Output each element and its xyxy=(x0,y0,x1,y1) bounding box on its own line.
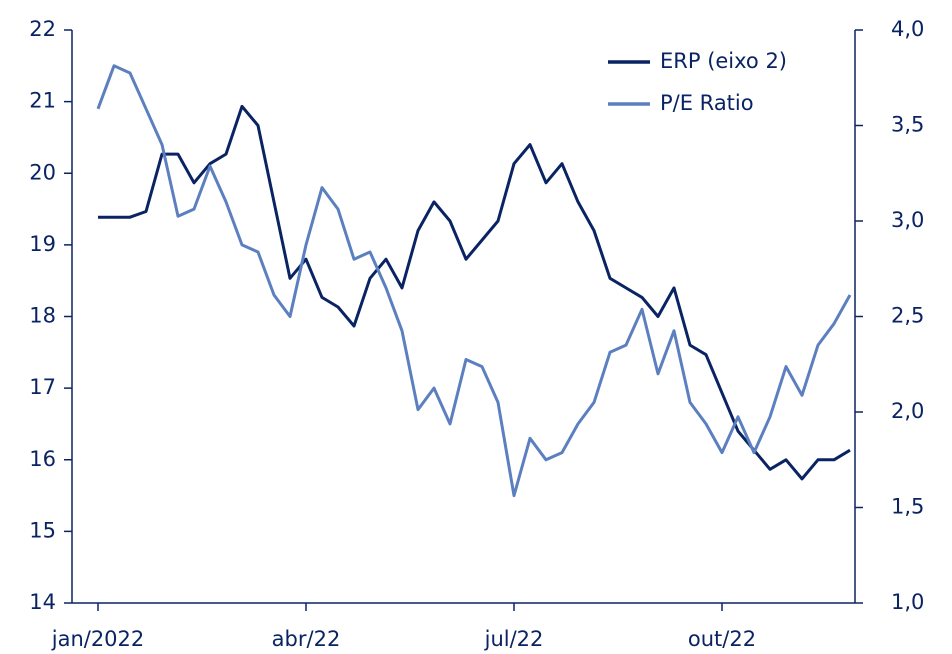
y-tick-label: 19 xyxy=(29,232,56,256)
y-tick-label: 14 xyxy=(29,590,56,614)
y-tick-label: 16 xyxy=(29,447,56,471)
y2-tick-label: 2,0 xyxy=(891,399,924,423)
y2-tick-label: 4,0 xyxy=(891,17,924,41)
y-tick-label: 22 xyxy=(29,17,56,41)
legend-label: ERP (eixo 2) xyxy=(660,49,787,73)
y2-tick-label: 2,5 xyxy=(891,304,924,328)
y-tick-label: 15 xyxy=(29,518,56,542)
x-tick-label: out/22 xyxy=(688,627,756,651)
x-tick-label: abr/22 xyxy=(272,627,341,651)
y2-tick-label: 3,0 xyxy=(891,208,924,232)
y-tick-label: 17 xyxy=(29,375,56,399)
y-tick-label: 18 xyxy=(29,304,56,328)
y2-tick-label: 1,5 xyxy=(891,495,924,519)
x-tick-label: jul/22 xyxy=(484,627,544,651)
series-line xyxy=(96,64,852,498)
y2-tick-label: 1,0 xyxy=(891,590,924,614)
series-line xyxy=(98,104,851,481)
y-tick-label: 20 xyxy=(29,160,56,184)
y2-tick-label: 3,5 xyxy=(891,113,924,137)
y-tick-label: 21 xyxy=(29,89,56,113)
legend-label: P/E Ratio xyxy=(660,91,754,115)
x-tick-label: jan/2022 xyxy=(51,627,145,651)
